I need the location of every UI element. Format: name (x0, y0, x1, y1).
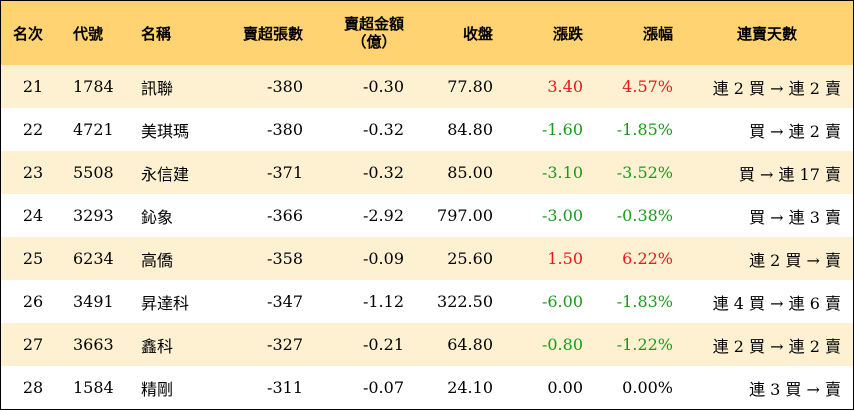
amount-cell: -0.21 (362, 335, 404, 354)
change-pct-cell: -0.38% (616, 206, 673, 225)
change-cell: 1.50 (547, 249, 583, 268)
header-net-sell-amount-line2: （億） (351, 33, 397, 51)
change-cell: -6.00 (541, 292, 583, 311)
code-cell: 3663 (73, 335, 114, 354)
close-cell: 77.80 (447, 77, 493, 96)
consecutive-days-cell: 連 2 買 → 連 2 賣 (712, 336, 841, 356)
change-cell: -1.60 (541, 120, 583, 139)
code-cell: 5508 (73, 163, 114, 182)
table-row: 28 1584 精剛 -311 -0.07 24.10 0.00 0.00% 連… (1, 366, 853, 409)
name-cell: 鈊象 (141, 207, 174, 227)
table-row: 25 6234 高僑 -358 -0.09 25.60 1.50 6.22% 連… (1, 237, 853, 280)
lots-cell: -347 (267, 292, 303, 311)
change-pct-cell: 6.22% (622, 249, 673, 268)
change-pct-cell: -1.85% (616, 120, 673, 139)
lots-cell: -311 (267, 378, 303, 397)
consecutive-days-cell: 買 → 連 17 賣 (738, 164, 841, 184)
rank-cell: 27 (22, 335, 44, 354)
header-code: 代號 (73, 24, 104, 43)
name-cell: 精剛 (141, 379, 174, 399)
change-pct-cell: -1.22% (616, 335, 673, 354)
header-name: 名稱 (141, 24, 172, 43)
code-cell: 1784 (73, 77, 114, 96)
change-cell: 3.40 (547, 77, 583, 96)
consecutive-days-cell: 連 4 買 → 連 6 賣 (712, 293, 841, 313)
amount-cell: -2.92 (362, 206, 404, 225)
header-net-sell-amount-line1: 賣超金額 (343, 15, 404, 33)
amount-cell: -0.30 (362, 77, 404, 96)
rank-cell: 26 (22, 292, 44, 311)
name-cell: 高僑 (141, 250, 174, 270)
rank-cell: 24 (22, 206, 44, 225)
code-cell: 6234 (73, 249, 114, 268)
rank-cell: 21 (22, 77, 44, 96)
change-cell: -0.80 (541, 335, 583, 354)
table-row: 21 1784 訊聯 -380 -0.30 77.80 3.40 4.57% 連… (1, 65, 853, 108)
table-row: 26 3491 昇達科 -347 -1.12 322.50 -6.00 -1.8… (1, 280, 853, 323)
consecutive-days-cell: 連 3 買 → 賣 (749, 379, 841, 399)
close-cell: 322.50 (437, 292, 493, 311)
consecutive-days-cell: 買 → 連 2 賣 (749, 121, 841, 141)
close-cell: 797.00 (437, 206, 493, 225)
table-body: 21 1784 訊聯 -380 -0.30 77.80 3.40 4.57% 連… (1, 65, 853, 409)
rank-cell: 25 (22, 249, 44, 268)
close-cell: 24.10 (447, 378, 493, 397)
header-net-sell-lots: 賣超張數 (242, 24, 303, 43)
table-row: 27 3663 鑫科 -327 -0.21 64.80 -0.80 -1.22%… (1, 323, 853, 366)
lots-cell: -380 (267, 120, 303, 139)
lots-cell: -371 (267, 163, 303, 182)
consecutive-days-cell: 買 → 連 3 賣 (749, 207, 841, 227)
change-cell: 0.00 (547, 378, 583, 397)
header-rank: 名次 (13, 24, 44, 43)
code-cell: 4721 (73, 120, 114, 139)
change-pct-cell: 0.00% (622, 378, 673, 397)
amount-cell: -0.09 (362, 249, 404, 268)
name-cell: 永信建 (141, 164, 190, 184)
lots-cell: -366 (267, 206, 303, 225)
name-cell: 訊聯 (141, 78, 174, 98)
change-cell: -3.10 (541, 163, 583, 182)
header-consecutive-days: 連賣天數 (736, 24, 797, 43)
close-cell: 64.80 (447, 335, 493, 354)
consecutive-days-cell: 連 2 買 → 賣 (749, 250, 841, 270)
close-cell: 84.80 (447, 120, 493, 139)
amount-cell: -1.12 (362, 292, 404, 311)
table-row: 24 3293 鈊象 -366 -2.92 797.00 -3.00 -0.38… (1, 194, 853, 237)
name-cell: 鑫科 (141, 336, 174, 356)
change-pct-cell: 4.57% (622, 77, 673, 96)
rank-cell: 23 (22, 163, 44, 182)
rank-cell: 22 (22, 120, 44, 139)
table-header: 名次 代號 名稱 賣超張數 賣超金額 （億） 收盤 漲跌 漲幅 連賣天數 (1, 1, 853, 65)
consecutive-days-cell: 連 2 買 → 連 2 賣 (712, 78, 841, 98)
amount-cell: -0.32 (362, 163, 404, 182)
lots-cell: -358 (267, 249, 303, 268)
change-cell: -3.00 (541, 206, 583, 225)
header-net-sell-amount: 賣超金額 （億） (303, 15, 404, 51)
rank-cell: 28 (22, 378, 44, 397)
name-cell: 昇達科 (141, 293, 190, 313)
header-change-pct: 漲幅 (642, 24, 673, 43)
header-change: 漲跌 (552, 24, 583, 43)
code-cell: 3293 (73, 206, 114, 225)
change-pct-cell: -3.52% (616, 163, 673, 182)
table-row: 22 4721 美琪瑪 -380 -0.32 84.80 -1.60 -1.85… (1, 108, 853, 151)
code-cell: 3491 (73, 292, 114, 311)
close-cell: 85.00 (447, 163, 493, 182)
lots-cell: -380 (267, 77, 303, 96)
amount-cell: -0.07 (362, 378, 404, 397)
code-cell: 1584 (73, 378, 114, 397)
lots-cell: -327 (267, 335, 303, 354)
change-pct-cell: -1.83% (616, 292, 673, 311)
close-cell: 25.60 (447, 249, 493, 268)
amount-cell: -0.32 (362, 120, 404, 139)
header-close: 收盤 (462, 24, 493, 43)
name-cell: 美琪瑪 (141, 121, 190, 141)
table-row: 23 5508 永信建 -371 -0.32 85.00 -3.10 -3.52… (1, 151, 853, 194)
